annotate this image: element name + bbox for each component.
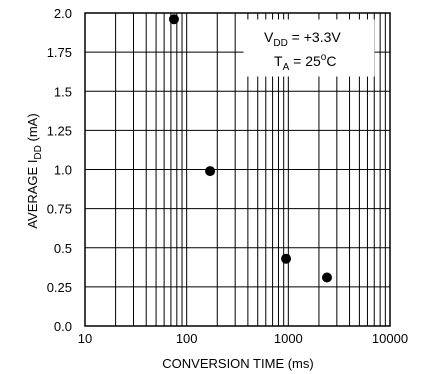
- x-tick-label: 1000: [274, 331, 303, 346]
- y-tick-label: 0.75: [47, 202, 72, 217]
- y-tick-labels: 0.0 0.25 0.5 0.75 1.0 1.25 1.5 1.75 2.0: [47, 6, 72, 334]
- annotation-vdd: VDD = +3.3V: [264, 29, 341, 49]
- y-tick-label: 1.0: [54, 163, 72, 178]
- plot-border: [84, 12, 391, 327]
- plot-frame: [84, 12, 391, 327]
- data-point: [281, 253, 292, 264]
- grid: [84, 12, 390, 327]
- data-points: [168, 14, 332, 283]
- data-point: [321, 272, 332, 283]
- legend-box: VDD = +3.3V TA = 25oC: [243, 19, 375, 77]
- x-tick-labels: 10 100 1000 10000: [78, 331, 408, 346]
- data-point: [205, 166, 216, 177]
- x-tick-label: 100: [176, 331, 198, 346]
- y-tick-label: 0.0: [54, 319, 72, 334]
- legend-background: [243, 19, 375, 77]
- data-point: [168, 14, 179, 25]
- y-tick-label: 1.5: [54, 84, 72, 99]
- x-tick-label: 10000: [372, 331, 408, 346]
- y-axis-label: AVERAGE IDD (mA): [25, 113, 44, 228]
- y-tick-label: 1.75: [47, 45, 72, 60]
- x-axis-label: CONVERSION TIME (ms): [162, 356, 313, 371]
- annotation-ta: TA = 25oC: [274, 52, 336, 73]
- y-tick-label: 0.25: [47, 280, 72, 295]
- x-tick-label: 10: [78, 331, 92, 346]
- y-tick-label: 1.25: [47, 123, 72, 138]
- y-tick-label: 0.5: [54, 241, 72, 256]
- y-tick-label: 2.0: [54, 6, 72, 21]
